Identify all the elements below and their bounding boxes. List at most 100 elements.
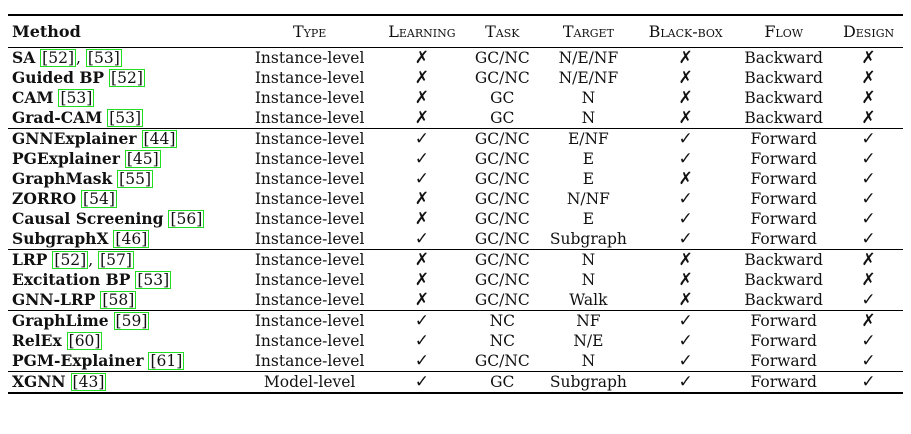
task-cell: GC/NC (474, 189, 530, 208)
citation-link[interactable]: [59] (113, 312, 150, 330)
citation-link[interactable]: [53] (58, 89, 95, 107)
method-cell: Excitation BP [53] (8, 270, 241, 290)
citation-link[interactable]: [61] (148, 352, 185, 370)
design-cell: ✓ (861, 228, 876, 249)
header-design: Design (842, 22, 895, 41)
type-cell: Instance-level (254, 169, 365, 188)
citation-link[interactable]: [53] (85, 49, 122, 67)
citation-link[interactable]: [52] (40, 49, 77, 67)
header-target: Target (562, 22, 614, 41)
method-cell: ZORRO [54] (8, 189, 241, 209)
blackbox-cell: ✗ (678, 87, 693, 108)
citation-number: 52 (60, 251, 81, 269)
method-name: PGM-Explainer (12, 351, 144, 370)
design-cell: ✓ (861, 128, 876, 149)
flow-cell: Backward (744, 270, 823, 289)
flow-cell: Backward (744, 108, 823, 127)
header-type: Type (292, 22, 327, 41)
table-row: Excitation BP [53] Instance-level ✗ GC/NC N ✗… (8, 270, 903, 290)
citation-link[interactable]: [46] (113, 230, 150, 248)
flow-cell: Backward (744, 68, 823, 87)
citation-link[interactable]: [54] (81, 190, 117, 208)
task-cell: GC/NC (474, 129, 530, 148)
citation-link[interactable]: [58] (100, 291, 137, 309)
task-cell: GC/NC (474, 209, 530, 228)
citation-link[interactable]: [53] (107, 109, 144, 127)
blackbox-cell: ✗ (678, 107, 693, 128)
flow-cell: Backward (744, 88, 823, 107)
task-cell: GC (490, 88, 515, 107)
citation-number: 54 (89, 190, 109, 208)
learning-cell: ✓ (414, 228, 430, 249)
method-cell: Grad-CAM [53] (8, 108, 241, 129)
citation-link[interactable]: [45] (124, 150, 161, 168)
task-cell: GC/NC (474, 229, 530, 248)
learning-cell: ✗ (414, 47, 430, 68)
citation-link[interactable]: [55] (117, 170, 154, 188)
target-cell: Subgraph (549, 372, 627, 391)
target-cell: N/NF (566, 189, 610, 208)
design-cell: ✗ (861, 67, 876, 88)
table-row: GNN-LRP [58] Instance-level ✗ GC/NC Walk ✗ Bac… (8, 290, 903, 311)
method-cell: PGExplainer [45] (8, 149, 241, 169)
blackbox-cell: ✓ (678, 148, 693, 169)
task-cell: GC/NC (474, 351, 530, 370)
citation-link[interactable]: [57] (98, 251, 134, 269)
target-cell: N/E/NF (558, 68, 619, 87)
type-cell: Instance-level (254, 351, 365, 370)
learning-cell: ✓ (414, 148, 430, 169)
task-cell: GC/NC (474, 48, 530, 67)
blackbox-cell: ✓ (678, 371, 693, 392)
citation-number: 57 (106, 251, 126, 269)
method-name: Guided BP (12, 68, 105, 87)
citation-link[interactable]: [52] (109, 69, 145, 87)
citation-number: 52 (48, 49, 68, 67)
task-cell: GC/NC (474, 68, 530, 87)
blackbox-cell: ✓ (678, 350, 693, 371)
table-row: XGNN [43] Model-level ✓ GC Subgraph ✓ Forward ✓ (8, 371, 903, 393)
citation-link[interactable]: [53] (135, 271, 172, 289)
blackbox-cell: ✓ (678, 330, 693, 351)
citation-link[interactable]: [43] (70, 373, 107, 391)
method-cell: CAM [53] (8, 88, 241, 108)
table-row: GraphMask [55] Instance-level ✓ GC/NC E ✗ Forw… (8, 169, 903, 189)
learning-cell: ✗ (414, 107, 430, 128)
method-name: ZORRO (12, 189, 77, 208)
method-name: GNN-LRP (12, 290, 96, 309)
target-cell: N (581, 108, 596, 127)
table-row: PGExplainer [45] Instance-level ✓ GC/NC E ✓ Fo… (8, 149, 903, 169)
citation-link[interactable]: [60] (66, 332, 103, 350)
flow-cell: Forward (750, 331, 817, 350)
type-cell: Instance-level (254, 331, 365, 350)
design-cell: ✗ (861, 47, 876, 68)
design-cell: ✓ (861, 148, 876, 169)
target-cell: E (582, 149, 595, 168)
table-row: Guided BP [52] Instance-level ✗ GC/NC N/E/NF… (8, 68, 903, 88)
type-cell: Instance-level (254, 108, 365, 127)
design-cell: ✓ (861, 289, 876, 310)
citation-link[interactable]: [56] (168, 210, 205, 228)
method-cell: GNN-LRP [58] (8, 290, 241, 311)
method-name: XGNN (12, 372, 66, 391)
method-name: Grad-CAM (12, 108, 103, 127)
learning-cell: ✓ (414, 350, 430, 371)
design-cell: ✗ (861, 310, 876, 331)
flow-cell: Forward (750, 149, 817, 168)
task-cell: GC/NC (474, 169, 530, 188)
task-cell: NC (489, 331, 516, 350)
table-row: GNNExplainer [44] Instance-level ✓ GC/NC E/N… (8, 129, 903, 150)
table-row: Causal Screening [56] Instance-level ✗ GC/N… (8, 209, 903, 229)
target-cell: E (582, 169, 595, 188)
header-flow: Flow (764, 22, 804, 41)
citation-link[interactable]: [44] (141, 130, 178, 148)
comparison-table: Method Type Learning Task Target Black-b… (8, 14, 903, 394)
blackbox-cell: ✗ (678, 249, 693, 270)
target-cell: N (581, 88, 596, 107)
blackbox-cell: ✗ (678, 47, 693, 68)
learning-cell: ✗ (414, 67, 430, 88)
learning-cell: ✓ (414, 128, 430, 149)
citation-number: 43 (78, 373, 99, 391)
type-cell: Instance-level (254, 88, 365, 107)
citation-link[interactable]: [52] (52, 251, 89, 269)
header-learning: Learning (388, 22, 456, 41)
